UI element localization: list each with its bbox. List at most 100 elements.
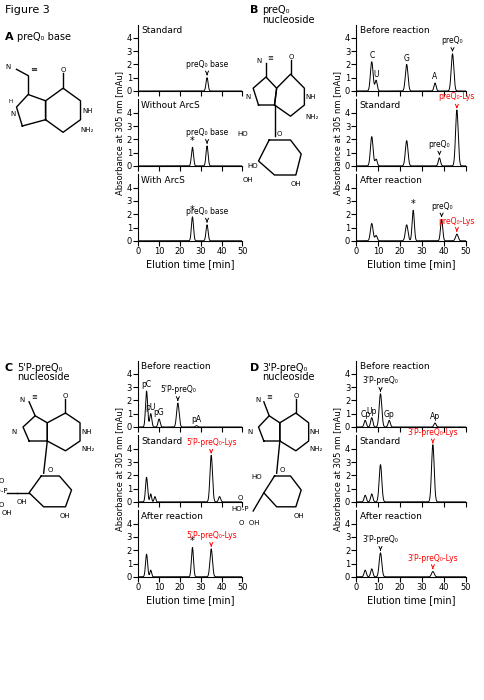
Text: HO: HO	[237, 131, 247, 136]
Text: pU: pU	[145, 403, 155, 412]
Text: NH: NH	[81, 429, 91, 435]
Text: C: C	[368, 51, 374, 60]
Text: NH₂: NH₂	[305, 114, 318, 120]
Text: *: *	[190, 536, 195, 546]
Text: Cp: Cp	[360, 410, 369, 419]
Text: Without ArcS: Without ArcS	[141, 102, 200, 111]
Text: OH: OH	[242, 177, 253, 183]
Text: O  OH: O OH	[239, 520, 259, 526]
Y-axis label: Absorbance at 305 nm [mAu]: Absorbance at 305 nm [mAu]	[333, 71, 341, 195]
Text: O: O	[276, 131, 281, 136]
Text: ≡: ≡	[267, 55, 272, 61]
Text: preQ₀: preQ₀	[428, 140, 449, 155]
Text: Standard: Standard	[359, 102, 400, 111]
Text: N: N	[6, 64, 11, 70]
X-axis label: Elution time [min]: Elution time [min]	[146, 595, 234, 605]
Text: OH: OH	[1, 510, 12, 516]
Text: 5'P-preQ₀-Lys: 5'P-preQ₀-Lys	[185, 438, 236, 453]
Text: U: U	[373, 70, 378, 79]
Text: HO-P: HO-P	[0, 488, 8, 494]
Text: nucleoside: nucleoside	[261, 372, 314, 382]
Text: OH: OH	[17, 499, 28, 505]
Text: Figure 3: Figure 3	[5, 5, 49, 15]
Text: N: N	[255, 397, 260, 402]
Text: N: N	[11, 111, 16, 117]
Text: O: O	[288, 54, 293, 60]
X-axis label: Elution time [min]: Elution time [min]	[366, 259, 454, 269]
Text: 3'P-preQ₀: 3'P-preQ₀	[261, 363, 307, 372]
Text: ≡: ≡	[265, 394, 272, 400]
Text: O: O	[47, 467, 53, 473]
Text: NH: NH	[309, 429, 319, 435]
Text: O: O	[0, 478, 4, 484]
Text: N: N	[245, 94, 250, 100]
X-axis label: Elution time [min]: Elution time [min]	[146, 259, 234, 269]
Y-axis label: Absorbance at 305 nm [mAu]: Absorbance at 305 nm [mAu]	[333, 407, 341, 531]
Text: Standard: Standard	[141, 438, 182, 447]
Text: *: *	[410, 199, 415, 209]
Text: NH₂: NH₂	[80, 127, 94, 133]
Text: pC: pC	[141, 381, 151, 389]
Text: 5'P-preQ₀-Lys: 5'P-preQ₀-Lys	[185, 531, 236, 546]
Text: Before reaction: Before reaction	[359, 27, 428, 36]
Text: After reaction: After reaction	[359, 176, 421, 186]
Text: 3'P-preQ₀: 3'P-preQ₀	[362, 536, 397, 550]
Text: O: O	[293, 393, 299, 398]
Text: 3'P-preQ₀-Lys: 3'P-preQ₀-Lys	[407, 554, 457, 568]
Text: HO: HO	[251, 474, 261, 480]
Text: O: O	[237, 495, 242, 500]
Text: D: D	[249, 363, 258, 372]
Text: ≡: ≡	[31, 394, 37, 400]
Text: preQ₀: preQ₀	[261, 5, 289, 15]
Text: HO-P: HO-P	[231, 506, 249, 512]
Text: *: *	[190, 136, 195, 146]
Text: preQ₀-Lys: preQ₀-Lys	[438, 216, 474, 231]
Text: preQ₀ base: preQ₀ base	[185, 60, 227, 75]
Text: N: N	[19, 397, 25, 402]
Text: A: A	[5, 32, 14, 41]
Text: *: *	[190, 205, 195, 216]
Text: 5'P-preQ₀: 5'P-preQ₀	[17, 363, 62, 372]
Text: O: O	[0, 502, 4, 508]
Text: 3'P-preQ₀: 3'P-preQ₀	[362, 376, 397, 391]
Text: B: B	[249, 5, 257, 15]
Text: preQ₀ base: preQ₀ base	[17, 32, 71, 41]
Text: N: N	[247, 429, 253, 435]
Text: G: G	[403, 54, 409, 63]
Text: ≡: ≡	[30, 65, 37, 74]
Text: HO: HO	[247, 163, 258, 169]
Text: Standard: Standard	[359, 438, 400, 447]
Text: 5'P-preQ₀: 5'P-preQ₀	[160, 386, 196, 400]
Text: Standard: Standard	[141, 27, 182, 36]
Text: With ArcS: With ArcS	[141, 176, 185, 186]
Text: pG: pG	[153, 408, 164, 417]
Text: pA: pA	[191, 415, 201, 424]
Text: O: O	[60, 66, 66, 73]
Text: A: A	[432, 72, 437, 81]
Text: preQ₀: preQ₀	[441, 36, 462, 51]
Text: preQ₀ base: preQ₀ base	[185, 128, 227, 143]
Text: nucleoside: nucleoside	[17, 372, 69, 382]
Y-axis label: Absorbance at 305 nm [mAu]: Absorbance at 305 nm [mAu]	[115, 407, 123, 531]
Text: H: H	[8, 99, 13, 104]
Text: preQ₀ base: preQ₀ base	[185, 207, 227, 222]
Text: Before reaction: Before reaction	[359, 363, 428, 372]
Text: OH: OH	[293, 513, 304, 519]
Text: NH₂: NH₂	[81, 446, 94, 452]
Text: After reaction: After reaction	[359, 512, 421, 522]
Text: O: O	[279, 467, 285, 473]
Text: Before reaction: Before reaction	[141, 363, 211, 372]
Text: N: N	[11, 429, 16, 435]
Text: C: C	[5, 363, 13, 372]
Text: NH₂: NH₂	[309, 446, 322, 452]
Text: OH: OH	[60, 513, 70, 519]
Text: NH: NH	[305, 94, 315, 100]
Text: Gp: Gp	[383, 410, 394, 419]
X-axis label: Elution time [min]: Elution time [min]	[366, 595, 454, 605]
Text: After reaction: After reaction	[141, 512, 203, 522]
Text: N: N	[256, 58, 261, 64]
Text: OH: OH	[290, 181, 301, 187]
Text: Ap: Ap	[429, 412, 439, 421]
Text: NH: NH	[83, 108, 93, 114]
Text: Up: Up	[366, 407, 376, 416]
